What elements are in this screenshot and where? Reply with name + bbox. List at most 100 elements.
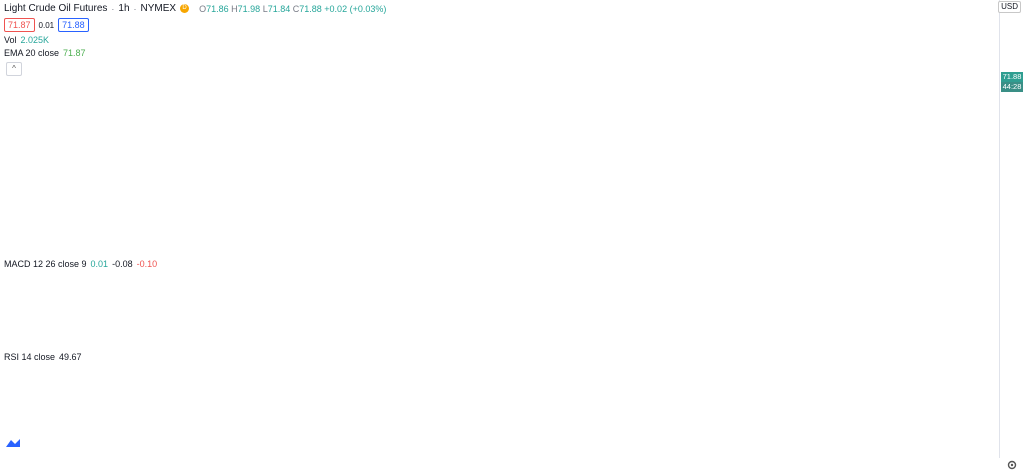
delayed-status-icon: D — [180, 4, 190, 13]
macd-histogram-bar — [507, 314, 513, 331]
sell-button[interactable]: 71.87 — [4, 18, 35, 32]
buy-button[interactable]: 71.88 — [58, 18, 89, 32]
volume-bar — [15, 241, 21, 250]
volume-bar — [63, 239, 69, 250]
macd-histogram-bar — [195, 304, 201, 315]
candle-body — [381, 72, 387, 80]
volume-bar — [249, 239, 255, 250]
macd-histogram-bar — [81, 307, 87, 315]
macd-histogram-bar — [171, 305, 177, 315]
volume-bar — [549, 242, 555, 250]
time-axis-tick-label: 17 — [518, 461, 527, 470]
candle-body — [9, 175, 15, 179]
candle-body — [15, 175, 21, 177]
candle-body — [39, 190, 45, 195]
volume-bar — [303, 239, 309, 250]
macd-histogram-bar — [93, 303, 99, 315]
volume-bar — [225, 239, 231, 250]
macd-histogram-bar — [555, 314, 561, 316]
close-value: 71.88 — [299, 3, 322, 14]
macd-histogram-bar — [543, 314, 549, 327]
volume-bar — [231, 242, 237, 250]
candle-body — [561, 73, 567, 80]
macd-histogram-bar — [333, 314, 339, 326]
volume-bar — [261, 236, 267, 250]
collapse-legend-icon[interactable]: ^ — [6, 62, 22, 76]
macd-legend[interactable]: MACD 12 26 close 9 0.01 -0.08 -0.10 — [4, 259, 157, 269]
macd-histogram-bar — [477, 314, 483, 327]
volume-bar — [399, 236, 405, 250]
candle-body — [333, 109, 339, 115]
time-axis-tick-label: 10 — [32, 461, 41, 470]
volume-bar — [99, 241, 105, 250]
candle-body — [309, 109, 315, 122]
settings-gear-icon[interactable] — [1006, 459, 1018, 471]
candle-body — [339, 109, 345, 112]
macd-histogram-bar — [405, 300, 411, 315]
time-axis-tick-label: 15 — [326, 461, 335, 470]
volume-bar — [291, 236, 297, 250]
macd-histogram-bar — [303, 314, 309, 324]
volume-bar — [21, 239, 27, 250]
macd-histogram-bar — [561, 311, 567, 315]
volume-bar — [9, 236, 15, 250]
candle-body — [51, 189, 57, 192]
volume-bar — [255, 238, 261, 250]
volume-bar — [351, 242, 357, 250]
tradingview-logo-icon[interactable] — [5, 438, 21, 448]
change-value: +0.02 (+0.03%) — [324, 3, 387, 14]
candle-body — [327, 109, 333, 115]
candle-body — [393, 62, 399, 70]
candle-body — [219, 96, 225, 105]
rsi-legend[interactable]: RSI 14 close 49.67 — [4, 352, 82, 362]
ema-label: EMA 20 close — [4, 48, 60, 58]
volume-bar — [381, 236, 387, 250]
candle-body — [243, 89, 249, 92]
volume-bar — [51, 241, 57, 250]
macd-histogram-bar — [423, 298, 429, 315]
volume-bar — [93, 235, 99, 250]
candle-body — [501, 52, 507, 65]
volume-bar — [279, 239, 285, 250]
currency-label[interactable]: USD — [998, 1, 1021, 13]
candle-body — [375, 72, 381, 75]
macd-histogram-bar — [417, 298, 423, 315]
macd-histogram-bar — [189, 305, 195, 315]
macd-title: MACD 12 26 close 9 — [4, 259, 87, 269]
symbol-title[interactable]: Light Crude Oil Futures — [4, 3, 108, 14]
candle-body — [417, 37, 423, 46]
macd-histogram-bar — [345, 314, 351, 323]
macd-histogram-bar — [75, 311, 81, 315]
volume-bar — [333, 242, 339, 250]
candle-body — [369, 74, 375, 100]
candle-body — [105, 158, 111, 171]
macd-histogram-bar — [399, 300, 405, 315]
interval[interactable]: 1h — [118, 3, 130, 14]
candle-body — [297, 96, 303, 112]
macd-histogram-bar — [375, 305, 381, 315]
candle-body — [303, 111, 309, 122]
ema-legend[interactable]: EMA 20 close 71.87 — [4, 48, 86, 58]
macd-histogram-bar — [225, 310, 231, 315]
volume-bar — [519, 238, 525, 250]
volume-bar — [411, 239, 417, 250]
candle-body — [351, 106, 357, 110]
ema-line — [0, 52, 999, 179]
macd-histogram-bar — [327, 314, 333, 327]
volume-legend[interactable]: Vol 2.025K — [4, 35, 49, 45]
volume-bar — [111, 244, 117, 250]
volume-bar — [273, 241, 279, 250]
macd-histogram-bar — [483, 314, 489, 330]
time-axis-tick-label: 18 — [614, 461, 623, 470]
macd-histogram-bar — [117, 307, 123, 315]
volume-bar — [129, 244, 135, 250]
candle-body — [279, 79, 285, 88]
high-value: 71.98 — [237, 3, 261, 14]
macd-hist-value: 0.01 — [90, 259, 109, 269]
price-scale[interactable] — [999, 0, 1024, 458]
volume-bar — [189, 233, 195, 250]
candle-body — [81, 151, 87, 157]
macd-histogram-bar — [21, 314, 27, 331]
candle-body — [483, 49, 489, 53]
